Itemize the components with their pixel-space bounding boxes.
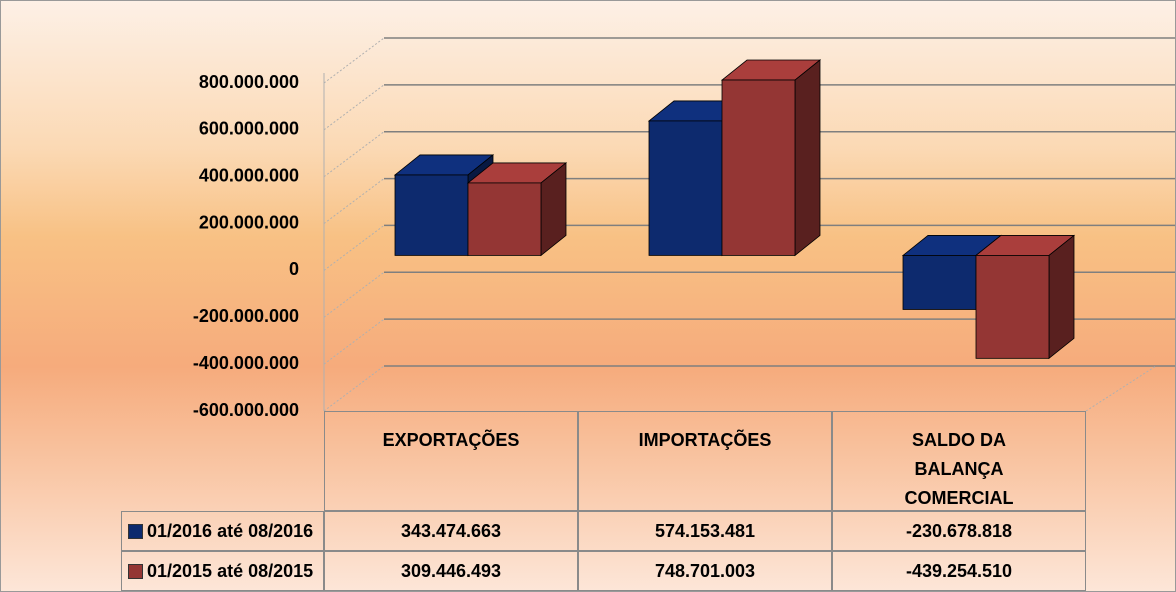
data-cell: 343.474.663: [324, 511, 578, 551]
floor-edge: [1085, 365, 1157, 412]
y-tick-label: 400.000.000: [199, 165, 299, 185]
y-tick-label: -600.000.000: [193, 400, 299, 420]
bar-side: [1048, 234, 1075, 360]
bar: [467, 182, 542, 256]
side-grid-line: [323, 84, 385, 131]
legend-entry: 01/2015 até 08/2015: [121, 551, 324, 591]
y-tick-label: 800.000.000: [199, 72, 299, 92]
side-grid-line: [323, 131, 385, 178]
side-grid-line: [323, 365, 385, 412]
data-cell: -230.678.818: [832, 511, 1086, 551]
data-cell: 574.153.481: [578, 511, 832, 551]
category-header: EXPORTAÇÕES: [324, 411, 578, 511]
legend-label: 01/2016 até 08/2016: [147, 520, 314, 541]
legend-entry: 01/2016 até 08/2016: [121, 511, 324, 551]
bar: [975, 255, 1050, 359]
y-tick-label: 0: [289, 259, 299, 279]
category-header: SALDO DA BALANÇA COMERCIAL: [832, 411, 1086, 511]
legend-key: [128, 523, 143, 539]
data-cell: 748.701.003: [578, 551, 832, 591]
y-tick-label: 600.000.000: [199, 119, 299, 139]
side-grid-line: [323, 318, 385, 365]
y-tick-label: 200.000.000: [199, 212, 299, 232]
bar-side: [794, 59, 821, 257]
bar: [648, 120, 723, 256]
data-cell: -439.254.510: [832, 551, 1086, 591]
category-header: IMPORTAÇÕES: [578, 411, 832, 511]
side-grid-line: [323, 178, 385, 224]
y-tick-label: -400.000.000: [193, 353, 299, 373]
bar: [394, 174, 469, 256]
bar: [902, 255, 977, 310]
legend-label: 01/2015 até 08/2015: [147, 560, 314, 581]
data-cell: 309.446.493: [324, 551, 578, 591]
y-tick-label: -200.000.000: [193, 306, 299, 326]
legend-key: [128, 563, 143, 579]
bar: [721, 79, 796, 256]
side-grid-line: [323, 225, 385, 271]
side-grid-line: [323, 271, 385, 318]
side-grid-line: [323, 37, 385, 84]
